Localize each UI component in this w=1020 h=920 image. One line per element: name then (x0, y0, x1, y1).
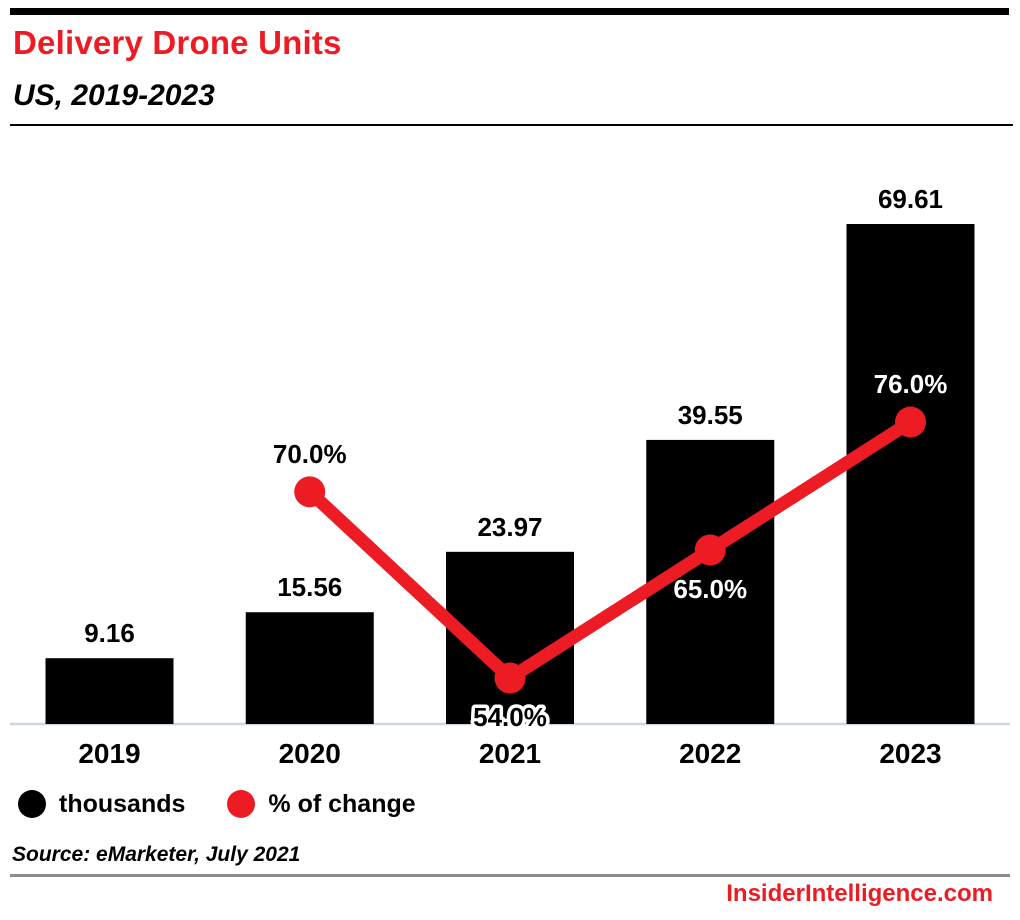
source-note: Source: eMarketer, July 2021 (12, 843, 301, 866)
bar-value-label-2019: 9.16 (84, 618, 135, 648)
x-axis-label-2020: 2020 (279, 738, 341, 769)
legend: thousands % of change (18, 790, 416, 818)
pct-marker-2022 (694, 534, 726, 566)
pct-label-2023: 76.0% (874, 369, 948, 399)
pct-marker-2023 (895, 406, 926, 438)
chart-subtitle: US, 2019-2023 (13, 79, 215, 112)
line-series-dot-icon (227, 790, 256, 818)
footer-site-link[interactable]: InsiderIntelligence.com (726, 880, 993, 907)
footer-rule (10, 874, 1010, 877)
pct-marker-2021 (494, 662, 526, 694)
x-axis-label-2021: 2021 (479, 738, 541, 769)
bar-2019 (45, 658, 174, 724)
x-axis-label-2019: 2019 (78, 738, 140, 769)
header-rule (10, 124, 1013, 126)
bar-value-label-2023: 69.61 (878, 184, 943, 214)
legend-item-pct-change: % of change (227, 790, 416, 818)
chart-title: Delivery Drone Units (13, 24, 342, 61)
legend-item-thousands: thousands (18, 790, 185, 818)
legend-label-pct-change: % of change (268, 790, 416, 818)
bar-value-label-2020: 15.56 (277, 572, 342, 602)
bar-value-label-2021: 23.97 (477, 512, 542, 542)
pct-label-2021: 54.0% (473, 702, 547, 732)
pct-label-2022: 65.0% (673, 574, 747, 604)
bar-2020 (245, 612, 374, 724)
x-axis-label-2022: 2022 (679, 738, 741, 769)
bar-series-dot-icon (18, 790, 46, 818)
pct-marker-2020 (294, 476, 326, 508)
top-rule (10, 8, 1009, 15)
bar-2023 (846, 223, 975, 724)
pct-change-line (303, 415, 917, 685)
x-axis-label-2023: 2023 (879, 738, 941, 769)
bar-value-label-2022: 39.55 (678, 400, 743, 430)
pct-label-2020: 70.0% (273, 439, 347, 469)
legend-label-thousands: thousands (59, 790, 186, 818)
